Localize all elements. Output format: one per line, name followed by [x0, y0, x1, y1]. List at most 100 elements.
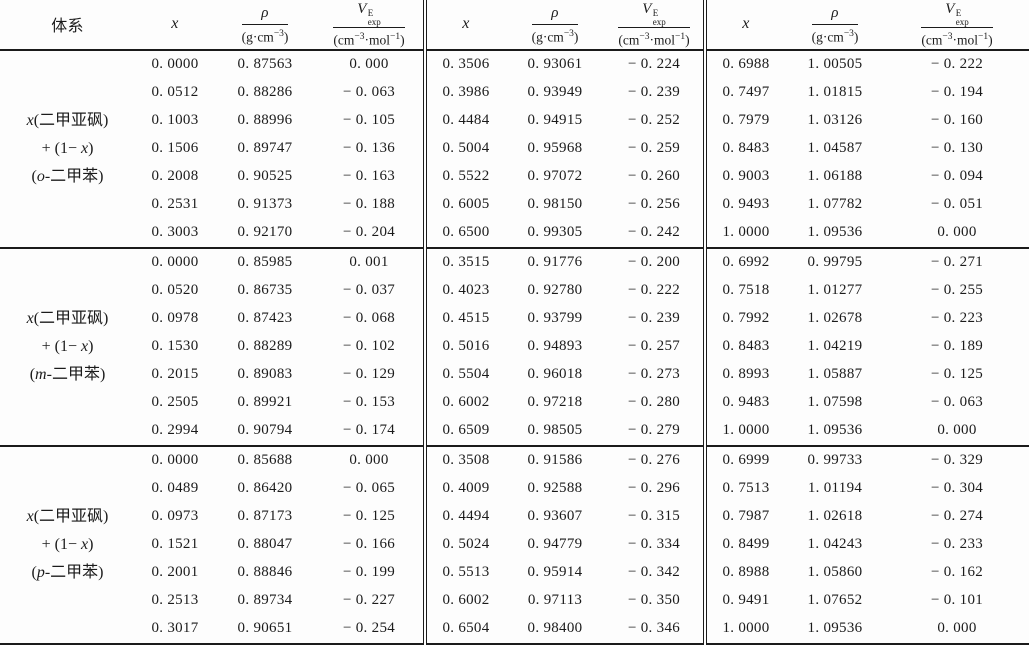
ve-value: − 0. 334	[627, 536, 681, 552]
table-row: 0. 0512 0. 88286 − 0. 063 0. 3986 0. 93949 − …	[0, 78, 1029, 107]
system-label-part: (	[29, 365, 36, 383]
header-x-label: x	[462, 15, 470, 33]
ve-sup: E	[955, 8, 962, 18]
rho-value: 0. 93949	[527, 84, 583, 100]
ve-value: 0. 000	[937, 620, 977, 636]
x-value: 0. 6005	[423, 190, 505, 219]
table-row: x(二甲亚砜) + (1− x) (p-二甲苯) 0. 0000 0. 85688 0. …	[0, 444, 1029, 644]
ve-value: − 0. 271	[885, 246, 1029, 277]
x-value: 0. 4023	[423, 276, 505, 305]
ve-value: − 0. 239	[627, 84, 681, 100]
system-label-part: x	[26, 111, 34, 129]
x-value: 0. 0978	[151, 310, 199, 326]
x-value: 0. 6002	[423, 586, 505, 615]
rho-value: 0. 87423	[237, 310, 293, 326]
ve-sup: E	[367, 8, 374, 18]
x-value: 0. 6002	[423, 388, 505, 417]
ve-unit-exp1: −3	[942, 32, 953, 42]
system-label-part: )	[88, 535, 94, 553]
system-label-part: + (1−	[41, 139, 81, 157]
x-value: 1. 0000	[703, 614, 785, 644]
ve-value: 0. 000	[937, 224, 977, 240]
ve-unit-exp1: −3	[639, 32, 650, 42]
system-label-part: + (1−	[41, 535, 81, 553]
ve-sub: exp	[955, 16, 969, 27]
rho-value: 0. 85985	[215, 246, 315, 277]
ve-value: − 0. 227	[342, 592, 396, 608]
ve-value: − 0. 037	[342, 282, 396, 298]
ve-value: − 0. 315	[627, 508, 681, 524]
table-row: 0. 3003 0. 92170 − 0. 204 0. 6500 0. 99305 − …	[0, 218, 1029, 248]
x-value: 0. 2531	[151, 196, 199, 212]
ve-value: − 0. 068	[342, 310, 396, 326]
ve-value: − 0. 239	[627, 310, 681, 326]
rho-unit-close: )	[283, 29, 289, 44]
header-x-2: x	[423, 0, 505, 51]
x-value: 0. 8499	[703, 530, 785, 559]
ve-value: − 0. 223	[930, 310, 984, 326]
rho-symbol: ρ	[831, 4, 839, 21]
rho-value: 1. 09536	[807, 422, 863, 438]
system-label-line: + (1− x)	[0, 531, 135, 559]
ve-value: − 0. 233	[930, 536, 984, 552]
ve-value: − 0. 204	[342, 224, 396, 240]
system-label-part: (二甲亚砜)	[33, 507, 109, 525]
x-value: 0. 6504	[423, 614, 505, 644]
x-value: 0. 3986	[423, 78, 505, 107]
x-value: 0. 8483	[703, 134, 785, 163]
ve-unit-3: )	[685, 32, 690, 48]
system-label-part: (	[31, 563, 37, 581]
rho-value: 0. 93607	[527, 508, 583, 524]
system-label-part: -二甲苯)	[44, 563, 104, 581]
rho-value: 1. 05887	[807, 366, 863, 382]
x-value: 0. 3515	[423, 246, 505, 277]
rho-value: 0. 94779	[527, 536, 583, 552]
x-value: 0. 1506	[151, 140, 199, 156]
ve-unit-1: (cm	[921, 32, 943, 48]
ve-unit-2: ·mol	[649, 32, 676, 48]
system-label-part: o	[36, 167, 45, 185]
rho-value: 0. 96018	[527, 366, 583, 382]
x-value: 1. 0000	[703, 218, 785, 248]
table-body: x(二甲亚砜) + (1− x) (o-二甲苯) 0. 0000 0. 87563 0. …	[0, 49, 1029, 644]
ve-value: − 0. 279	[627, 422, 681, 438]
x-value: 0. 2505	[151, 394, 199, 410]
rho-fraction: ρ (g·cm−3)	[811, 4, 859, 46]
x-value: 0. 7518	[703, 276, 785, 305]
x-value: 0. 5016	[423, 332, 505, 361]
ve-value: − 0. 063	[342, 84, 396, 100]
ve-value: − 0. 101	[930, 592, 984, 608]
rho-value: 0. 93799	[527, 310, 583, 326]
table-row: 0. 2001 0. 88846 − 0. 199 0. 5513 0. 95914 − …	[0, 558, 1029, 587]
rho-value: 0. 90525	[237, 168, 293, 184]
ve-value: − 0. 222	[930, 56, 984, 72]
x-value: 0. 2001	[151, 564, 199, 580]
rho-unit-exp: −3	[563, 28, 574, 39]
x-value: 0. 2008	[151, 168, 199, 184]
rho-value: 0. 88047	[237, 536, 293, 552]
system-label-line: + (1− x)	[0, 333, 135, 361]
rho-value: 0. 89734	[237, 592, 293, 608]
ve-value: − 0. 296	[627, 480, 681, 496]
table-row: 0. 0973 0. 87173 − 0. 125 0. 4494 0. 93607 − …	[0, 502, 1029, 531]
ve-value: − 0. 162	[930, 564, 984, 580]
rho-unit-close: )	[853, 29, 859, 44]
ve-value: − 0. 199	[342, 564, 396, 580]
rho-value: 0. 85688	[215, 444, 315, 475]
table-row: 0. 2008 0. 90525 − 0. 163 0. 5522 0. 97072 − …	[0, 162, 1029, 191]
x-value: 0. 7992	[703, 304, 785, 333]
x-value: 0. 1003	[151, 112, 199, 128]
rho-unit-exp: −3	[273, 28, 284, 39]
rho-value: 0. 89747	[237, 140, 293, 156]
rho-value: 1. 04587	[807, 140, 863, 156]
header-x-label: x	[742, 15, 750, 33]
x-value: 0. 8993	[703, 360, 785, 389]
system-label-part: x	[80, 535, 89, 553]
table-row: x(二甲亚砜) + (1− x) (o-二甲苯) 0. 0000 0. 87563 0. …	[0, 49, 1029, 185]
x-value: 0. 0000	[151, 56, 199, 72]
